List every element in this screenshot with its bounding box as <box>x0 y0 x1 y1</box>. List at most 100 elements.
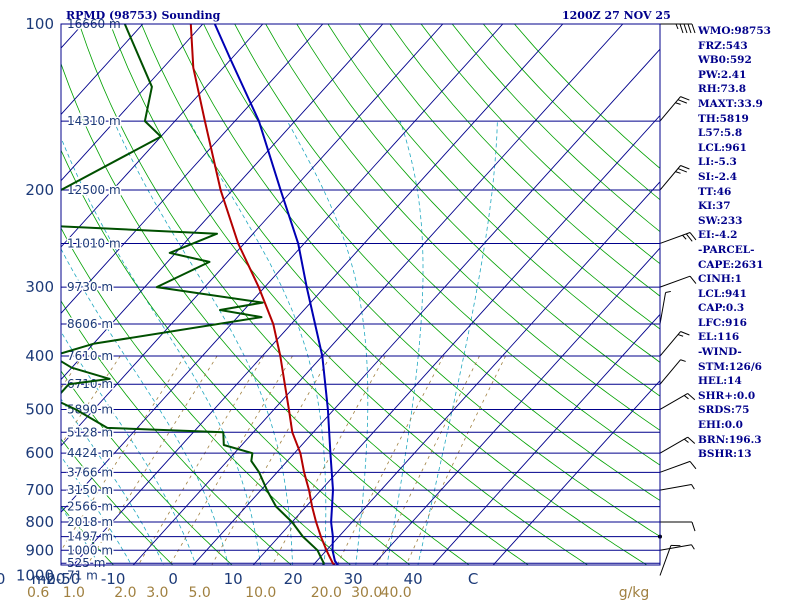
isotherm-line <box>312 181 660 565</box>
wind-barb <box>659 359 681 385</box>
isotherm-line <box>61 24 324 314</box>
wind-barb-half <box>691 544 695 550</box>
index-entry: MAXT:33.9 <box>698 97 763 110</box>
mixing-ratio-line <box>336 355 445 565</box>
temperature-tick-label: -20 <box>41 570 66 588</box>
mixing-ratio-tick-label: 3.0 <box>146 585 168 600</box>
pressure-tick-label: 1000 <box>16 567 54 585</box>
chart-title: RPMD (98753) Sounding <box>66 9 221 22</box>
index-entry: TH:5819 <box>698 112 749 125</box>
isotherm-line <box>61 24 384 381</box>
wind-barb <box>659 232 691 244</box>
temperature-tick-label: 0 <box>168 570 178 588</box>
index-entry: PW:2.41 <box>698 68 747 81</box>
height-label: 71 m <box>67 569 98 583</box>
wind-barb-half <box>683 395 689 400</box>
wind-barb <box>659 331 681 357</box>
temperature-tick-label: -30 <box>0 570 5 588</box>
mixing-ratio-tick-label: 1.0 <box>63 585 85 600</box>
wind-barb-flag <box>689 232 697 241</box>
wind-barb-flag <box>689 461 697 470</box>
wind-barb <box>659 484 692 491</box>
isotherm-line <box>72 24 564 565</box>
isotherms <box>61 24 660 565</box>
index-entry: LCL:941 <box>698 287 747 300</box>
isobars <box>61 24 660 564</box>
dry-adiabat <box>389 24 660 297</box>
isotherm-line <box>492 380 660 565</box>
wind-barb-half <box>675 171 681 174</box>
temperature-tick-label: mb-50 <box>32 570 81 588</box>
wind-barb-half <box>683 438 689 443</box>
index-entry: HEL:14 <box>698 375 742 388</box>
pressure-tick-label: 500 <box>25 400 54 418</box>
wind-barb <box>659 545 672 576</box>
wind-barb-half <box>680 359 686 362</box>
wind-barb <box>659 460 691 473</box>
height-label-halo: 71 m <box>67 569 98 583</box>
wind-barb-flag <box>689 275 697 284</box>
wind-barb-flag <box>687 393 696 401</box>
isotherm-line <box>61 24 264 248</box>
dry-adiabat <box>0 24 14 587</box>
mixing-ratio-tick-label: 30.0 <box>351 585 382 600</box>
temperature-tick-label: 40 <box>404 570 423 588</box>
dry-adiabat <box>265 24 660 431</box>
dry-adiabat <box>296 24 660 397</box>
index-entry: LCL:961 <box>698 141 747 154</box>
wind-barb-flag <box>691 521 696 532</box>
height-label: 525 m <box>67 556 105 570</box>
height-label-halo: 8606 m <box>67 317 113 331</box>
dry-adiabat <box>61 370 233 565</box>
height-label-halo: 9730 m <box>67 280 113 294</box>
height-label-halo: 12500 m <box>67 183 121 197</box>
temperature-tick-label: -10 <box>101 570 126 588</box>
sounding-traces <box>61 24 340 565</box>
index-entry: KI:37 <box>698 200 731 213</box>
height-label-halo: 11010 m <box>67 236 121 250</box>
index-entry: RH:73.8 <box>698 83 747 96</box>
isotherm-line <box>61 24 444 447</box>
dewpoint-trace <box>61 24 325 565</box>
isotherm-line <box>192 48 660 565</box>
indices-panel: WMO:98753 FRZ:543 WB0:592 PW:2.41 RH:73.8 MAX… <box>698 24 798 462</box>
dry-adiabat <box>61 62 470 565</box>
index-entry: LI:-5.3 <box>698 156 737 169</box>
mixing-ratio-tick-label: 40.0 <box>381 585 412 600</box>
plot-background <box>61 24 660 565</box>
mixing-ratio-line <box>137 355 265 565</box>
temperature-tick-label: C <box>468 570 478 588</box>
mixing-ratio-tick-label: 2.0 <box>114 585 136 600</box>
wind-barb-half <box>682 234 687 240</box>
mixing-ratio-line <box>61 355 186 552</box>
wind-barb-half <box>677 334 684 337</box>
mixing-ratio-line <box>86 355 218 565</box>
dry-adiabat <box>420 24 660 265</box>
pressure-tick-label: 600 <box>25 444 54 462</box>
height-label-halo: 4424 m <box>67 446 113 460</box>
isotherm-line <box>252 114 660 565</box>
height-label: 5128 m <box>67 425 113 439</box>
wind-barb-flag <box>691 23 696 34</box>
height-label: 11010 m <box>67 236 121 250</box>
isotherm-line <box>372 247 660 565</box>
height-label-halo: 1497 m <box>67 530 113 544</box>
height-label: 8606 m <box>67 317 113 331</box>
index-entry: BSHR:13 <box>698 448 752 461</box>
height-label-halo: 3150 m <box>67 483 113 497</box>
mixing-ratio-tick-label: 0.6 <box>27 585 49 600</box>
wind-barb-half <box>675 23 679 30</box>
mixing-ratio-line <box>271 355 386 565</box>
index-entry: CAP:0.3 <box>698 302 745 315</box>
index-entry: -PARCEL- <box>698 243 755 256</box>
height-label-halo: 2018 m <box>67 515 113 529</box>
height-label: 3766 m <box>67 465 113 479</box>
isotherm-line <box>61 24 204 182</box>
valid-time: 1200Z 27 NOV 25 <box>562 9 671 22</box>
height-label-halo: 525 m <box>67 556 105 570</box>
wind-barb-flag <box>677 99 688 104</box>
pressure-tick-label: 300 <box>25 278 54 296</box>
index-entry: CAPE:2631 <box>698 258 764 271</box>
wind-barb-flag <box>680 96 690 101</box>
